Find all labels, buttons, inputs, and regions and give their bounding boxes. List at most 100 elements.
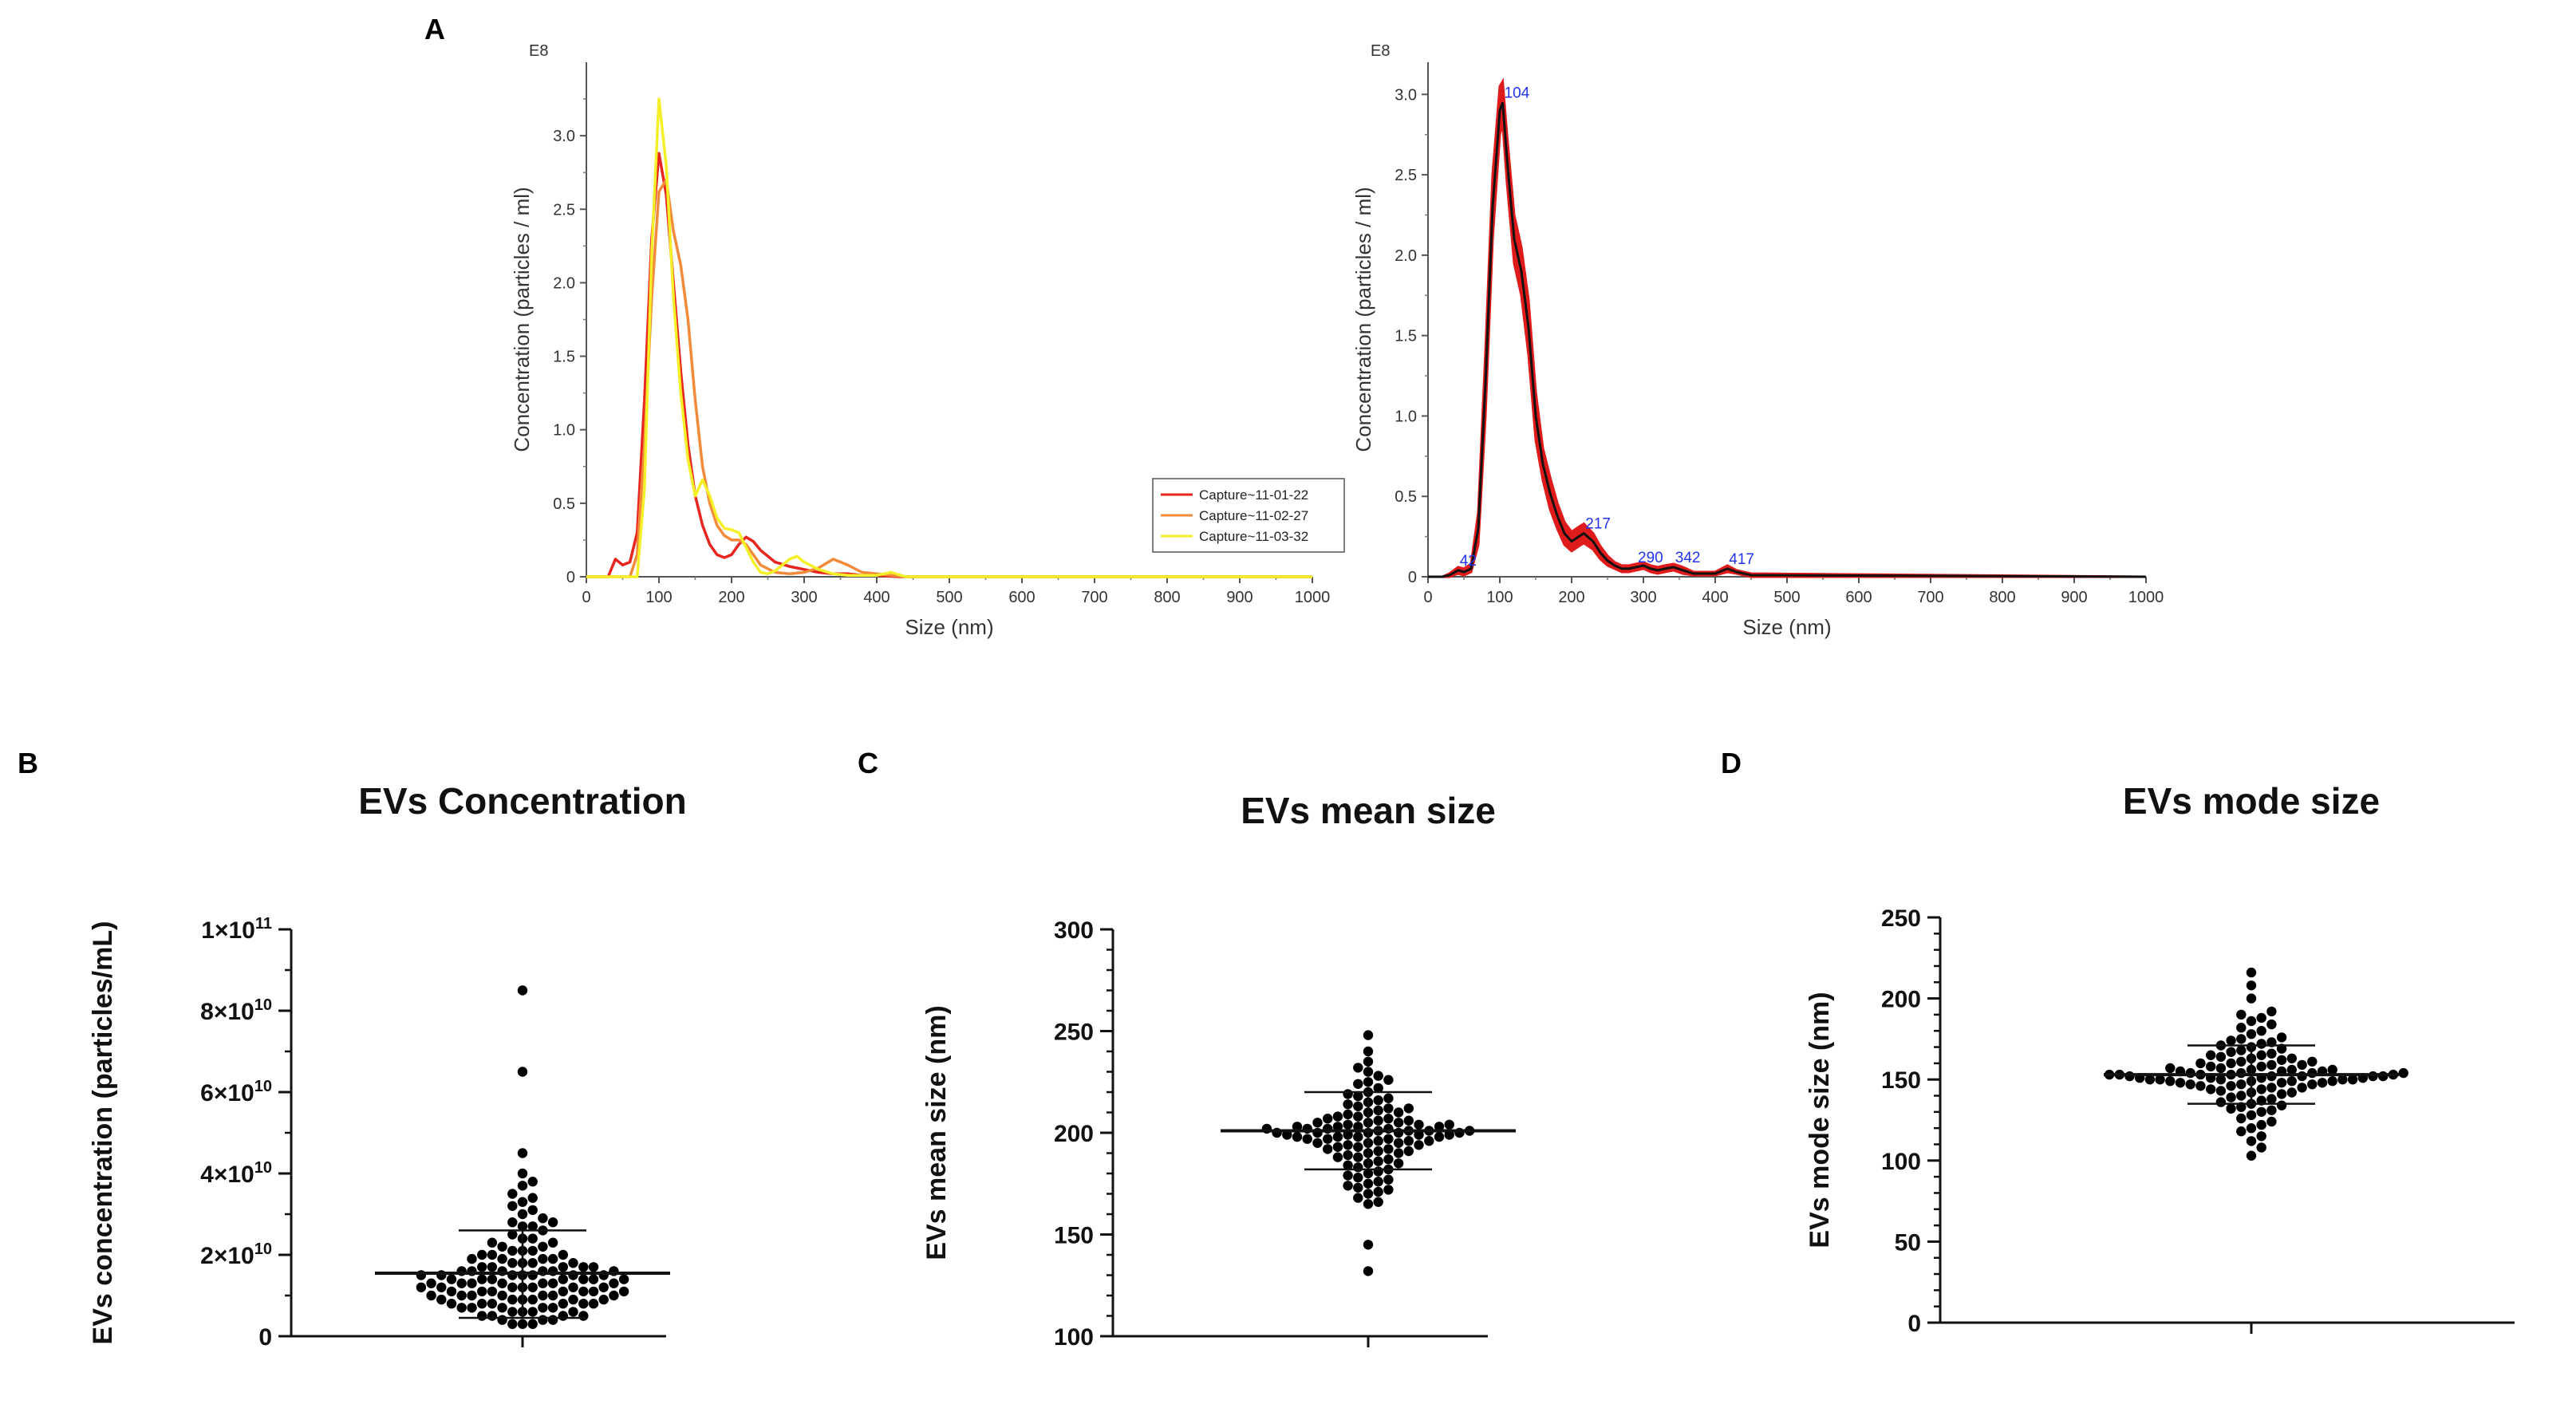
data-point — [517, 985, 528, 996]
data-point — [568, 1307, 578, 1317]
data-point — [538, 1213, 548, 1224]
data-point — [1302, 1134, 1312, 1144]
data-point — [547, 1237, 558, 1248]
data-point — [588, 1262, 599, 1272]
data-point — [1363, 1046, 1374, 1057]
x-tick-label: 200 — [718, 589, 744, 606]
data-point — [1353, 1142, 1363, 1153]
data-point — [2195, 1058, 2206, 1069]
x-tick-label: 700 — [1081, 589, 1107, 606]
data-point — [2256, 1084, 2266, 1094]
data-point — [2215, 1051, 2227, 1063]
exponent-label: E8 — [1371, 42, 1390, 60]
data-point — [2347, 1075, 2358, 1085]
data-point — [578, 1286, 589, 1297]
y-tick-label: 2.5 — [1395, 167, 1417, 184]
data-point — [2226, 1092, 2236, 1102]
data-point — [2286, 1064, 2297, 1075]
x-tick-label: 800 — [1154, 589, 1180, 606]
exponent-label: E8 — [529, 42, 548, 60]
data-point — [497, 1303, 507, 1313]
data-point — [1353, 1111, 1363, 1122]
data-point — [507, 1258, 518, 1268]
data-point — [1332, 1131, 1343, 1142]
data-point — [517, 1209, 528, 1220]
peak-label: 290 — [1638, 550, 1663, 566]
peak-label: 417 — [1729, 551, 1754, 568]
data-point — [1383, 1144, 1394, 1154]
data-point — [1332, 1111, 1343, 1122]
plot-title: EVs mean size — [1241, 790, 1496, 831]
y-tick-label: 0.5 — [1395, 488, 1417, 506]
data-point — [507, 1201, 518, 1212]
x-axis-label: Size (nm) — [905, 615, 993, 639]
data-point — [2327, 1076, 2337, 1087]
data-point — [487, 1299, 498, 1309]
y-tick-label: 2×1010 — [200, 1240, 272, 1269]
y-tick-label: 3.0 — [1395, 86, 1417, 104]
data-point — [2337, 1075, 2348, 1085]
data-point — [1292, 1122, 1303, 1132]
x-tick-label: 500 — [936, 589, 962, 606]
y-tick-label: 4×1010 — [200, 1159, 272, 1188]
legend-entry: Capture~11-02-27 — [1199, 508, 1308, 523]
data-point — [527, 1193, 538, 1203]
data-point — [527, 1307, 538, 1317]
data-point — [477, 1262, 487, 1272]
data-point — [1353, 1131, 1363, 1142]
data-point — [1343, 1119, 1353, 1130]
data-point — [2195, 1081, 2206, 1091]
data-point — [1323, 1114, 1333, 1124]
data-point — [416, 1282, 427, 1293]
data-point — [558, 1286, 568, 1297]
peak-label: 42 — [1460, 553, 1477, 570]
y-tick-label: 8×1010 — [200, 996, 272, 1025]
data-point — [2276, 1032, 2287, 1043]
data-point — [2266, 1105, 2277, 1116]
data-point — [1383, 1075, 1394, 1085]
data-point — [558, 1249, 568, 1260]
data-point — [467, 1303, 477, 1313]
data-point — [1363, 1077, 1374, 1087]
data-point — [1373, 1136, 1383, 1146]
data-point — [2246, 1136, 2257, 1146]
data-point — [2276, 1089, 2287, 1099]
data-point — [1424, 1136, 1434, 1146]
data-point — [1353, 1063, 1363, 1073]
data-point — [1312, 1118, 1323, 1128]
data-point — [2165, 1063, 2176, 1074]
y-tick-label: 250 — [1881, 905, 1921, 932]
y-tick-label: 2.0 — [1395, 247, 1417, 265]
data-point — [2226, 1058, 2236, 1069]
data-point — [547, 1217, 558, 1228]
data-point — [1323, 1144, 1333, 1154]
y-tick-label: 1×1011 — [201, 915, 272, 944]
legend-entry: Capture~11-03-32 — [1199, 529, 1308, 544]
y-tick-label: 1.0 — [1395, 408, 1417, 425]
x-tick-label: 0 — [1423, 589, 1432, 606]
data-point — [1434, 1131, 1445, 1142]
data-point — [1343, 1099, 1353, 1110]
data-point — [527, 1294, 538, 1305]
data-point — [2266, 1019, 2277, 1030]
data-point — [527, 1319, 538, 1329]
data-point — [2286, 1053, 2297, 1064]
data-point — [446, 1299, 457, 1309]
data-point — [1434, 1122, 1445, 1132]
data-point — [517, 1319, 528, 1329]
data-point — [2236, 1091, 2247, 1101]
data-point — [1292, 1131, 1303, 1142]
data-point — [588, 1286, 599, 1297]
data-point — [507, 1319, 518, 1329]
y-axis-label: EVs mode size (nm) — [1805, 992, 1835, 1248]
data-point — [497, 1278, 507, 1288]
x-tick-label: 400 — [863, 589, 890, 606]
data-point — [2266, 1116, 2277, 1127]
data-point — [467, 1290, 477, 1301]
y-tick-label: 2.5 — [553, 201, 575, 219]
data-point — [2206, 1084, 2216, 1094]
data-point — [2246, 967, 2257, 978]
data-point — [2165, 1076, 2176, 1087]
data-point — [538, 1290, 548, 1301]
